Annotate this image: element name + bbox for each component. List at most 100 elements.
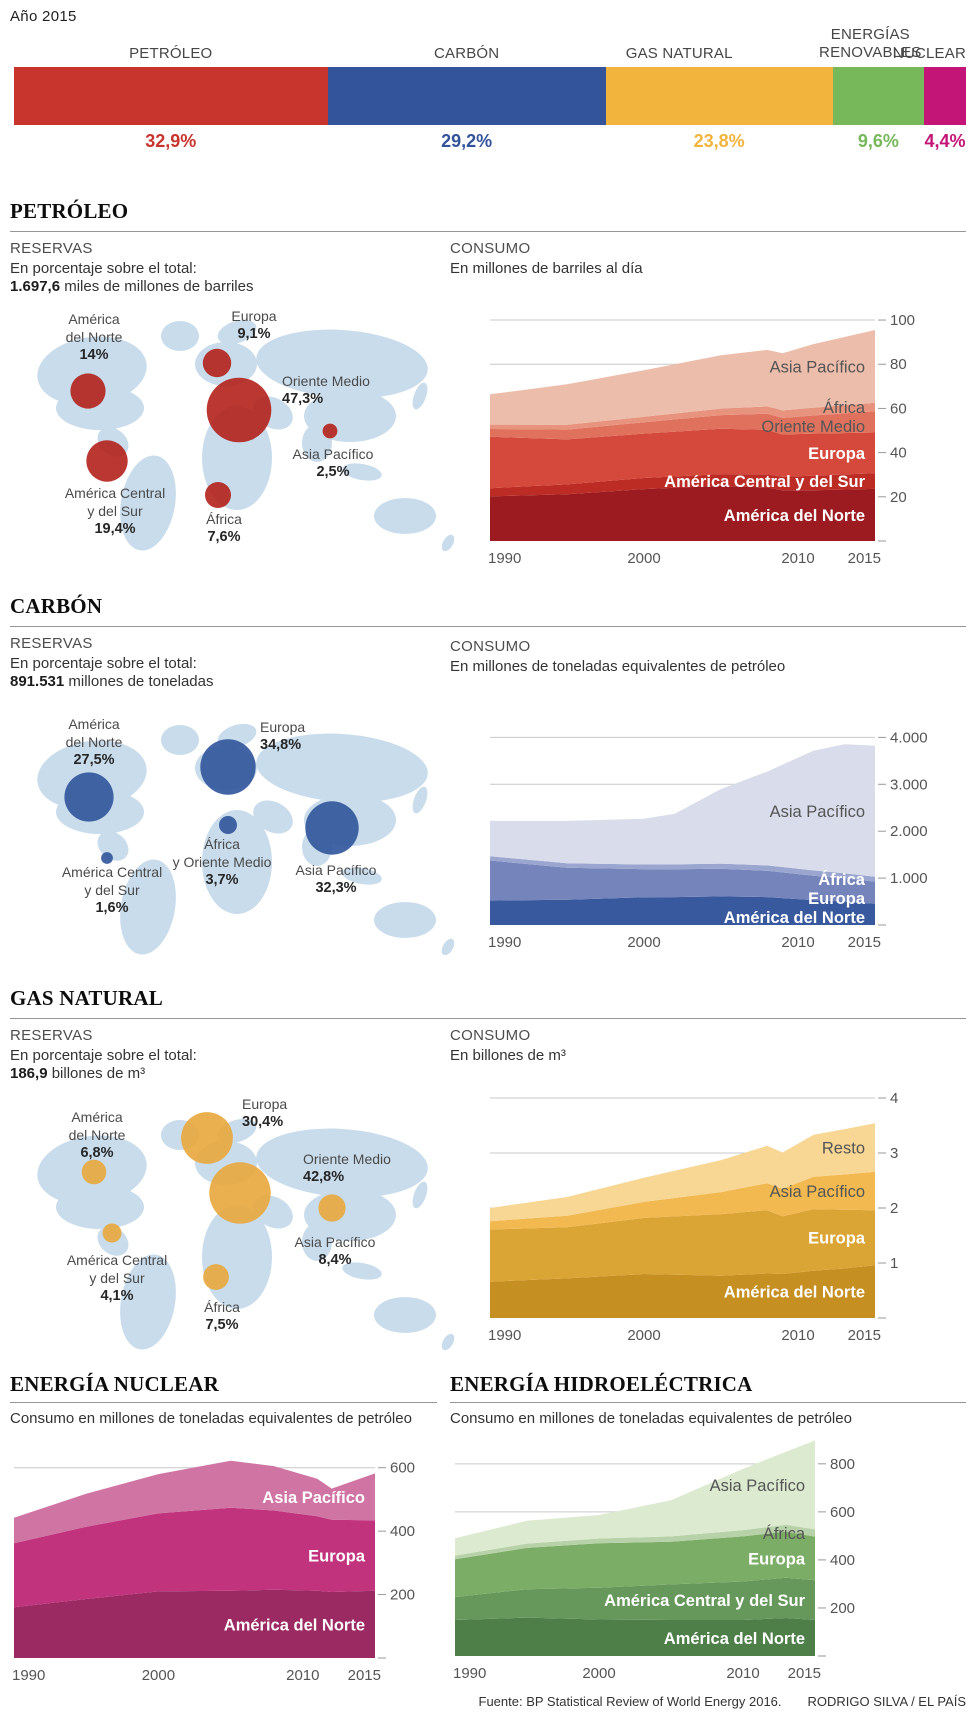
mix-category-label: GAS NATURAL bbox=[625, 45, 733, 62]
mix-value-labels: 32,9% 29,2% 23,8% 9,6% 4,4% bbox=[14, 131, 966, 155]
region-label: Europa 34,8% bbox=[260, 718, 305, 755]
region-name: África bbox=[204, 1299, 240, 1315]
region-name: América bbox=[68, 716, 120, 732]
region-pct: 7,5% bbox=[205, 1317, 239, 1334]
consumo-sub: En millones de toneladas equivalentes de… bbox=[450, 658, 786, 675]
region-name: Asia Pacífico bbox=[292, 446, 374, 462]
hidro-consumption-chart: 200 400 600 800 1990 2000 2010 2015 Asia Pacífic… bbox=[453, 1440, 855, 1682]
petroleo-consumption-chart: 20 40 60 80 100 1990 2000 2010 2015 Asia Pacífico… bbox=[488, 312, 915, 567]
continent-shape bbox=[161, 725, 199, 755]
region-label: Asia Pacífico 32,3% bbox=[296, 861, 377, 898]
reservas-heading: RESERVAS bbox=[10, 1027, 93, 1044]
y-tick-label: 40 bbox=[890, 445, 907, 462]
section-title-hidro: ENERGÍA HIDROELÉCTRICA bbox=[450, 1372, 753, 1396]
x-tick-label: 2015 bbox=[848, 550, 881, 567]
region-bubble bbox=[322, 423, 338, 439]
section-title-nuclear: ENERGÍA NUCLEAR bbox=[10, 1372, 219, 1396]
x-tick-label: 1990 bbox=[453, 1665, 486, 1682]
series-label: Europa bbox=[808, 890, 866, 908]
x-tick-label: 2015 bbox=[848, 934, 881, 951]
series-label: Asia Pacífico bbox=[262, 1489, 365, 1507]
section-title-carbon: CARBÓN bbox=[10, 594, 103, 618]
continent-shape bbox=[412, 786, 428, 814]
region-pct: 34,8% bbox=[260, 737, 302, 754]
area-band bbox=[490, 485, 875, 541]
region-label: América del Norte 6,8% bbox=[69, 1108, 126, 1163]
region-pct: 42,8% bbox=[303, 1169, 345, 1186]
area-band bbox=[490, 1209, 875, 1282]
continent-shape bbox=[412, 382, 428, 410]
section-rule bbox=[10, 626, 966, 627]
series-label: América del Norte bbox=[724, 1284, 865, 1302]
x-tick-label: 2010 bbox=[286, 1667, 319, 1684]
region-pct: 32,3% bbox=[315, 880, 357, 897]
y-tick-label: 80 bbox=[890, 356, 907, 373]
region-pct: 2,5% bbox=[316, 464, 350, 481]
region-name: del Norte bbox=[65, 734, 123, 751]
region-name: América Central bbox=[64, 485, 166, 501]
region-pct: 1,6% bbox=[95, 900, 129, 917]
continent-shape bbox=[374, 1297, 436, 1333]
region-pct: 27,5% bbox=[73, 752, 115, 769]
y-tick-label: 2.000 bbox=[890, 823, 928, 840]
continent-shape bbox=[253, 800, 293, 834]
region-label: Oriente Medio 42,8% bbox=[303, 1150, 391, 1187]
area-band bbox=[455, 1524, 815, 1560]
continent-shape bbox=[342, 867, 382, 885]
area-band bbox=[455, 1531, 815, 1598]
series-label: Resto bbox=[822, 1140, 865, 1158]
y-tick-label: 3.000 bbox=[890, 776, 928, 793]
continent-shape bbox=[120, 1254, 176, 1350]
y-tick-label: 800 bbox=[830, 1456, 855, 1473]
area-band bbox=[14, 1460, 375, 1544]
region-bubble bbox=[305, 801, 359, 855]
hidro-sub: Consumo en millones de toneladas equival… bbox=[450, 1410, 852, 1427]
x-tick-label: 1990 bbox=[488, 934, 521, 951]
area-band bbox=[14, 1507, 375, 1608]
consumo-heading: CONSUMO bbox=[450, 1027, 531, 1044]
region-pct: 47,3% bbox=[282, 391, 324, 408]
region-bubble bbox=[64, 772, 114, 822]
carbon-consumption-chart: 1.000 2.000 3.000 4.000 1990 2000 2010 2015 Asia… bbox=[488, 729, 928, 951]
gas-consumption-chart: 1 2 3 4 1990 2000 2010 2015 Resto Asia Pacífico Eu… bbox=[488, 1090, 898, 1344]
gas-reserves-map: América del Norte 6,8% Europa 30,4% Oriente M… bbox=[30, 1095, 460, 1351]
nuclear-sub: Consumo en millones de toneladas equival… bbox=[10, 1410, 412, 1427]
petroleo-reserves-map: América del Norte 14% Europa 9,1% Oriente Med… bbox=[30, 296, 460, 561]
y-tick-label: 20 bbox=[890, 489, 907, 506]
region-bubble bbox=[181, 1112, 233, 1164]
region-pct: 14% bbox=[79, 347, 109, 364]
continent-shape bbox=[120, 455, 176, 551]
mix-category-label: PETRÓLEO bbox=[129, 45, 213, 62]
area-band bbox=[455, 1440, 815, 1556]
continent-shape bbox=[342, 463, 382, 481]
area-band bbox=[455, 1577, 815, 1620]
x-tick-label: 2015 bbox=[788, 1665, 821, 1682]
continent-shape bbox=[302, 1223, 332, 1261]
series-label: África bbox=[763, 1524, 806, 1543]
world-map bbox=[37, 1112, 455, 1351]
region-name: y del Sur bbox=[84, 882, 140, 899]
region-bubble bbox=[202, 348, 232, 378]
region-bubble bbox=[101, 852, 113, 864]
continent-shape bbox=[256, 329, 428, 399]
region-bubble bbox=[209, 1162, 271, 1224]
series-label: Asia Pacífico bbox=[770, 358, 865, 376]
x-tick-label: 2015 bbox=[848, 1327, 881, 1344]
x-tick-label: 2000 bbox=[582, 1665, 615, 1682]
continent-shape bbox=[374, 902, 436, 938]
region-pct: 6,8% bbox=[80, 1145, 114, 1162]
consumo-sub: En billones de m³ bbox=[450, 1047, 566, 1064]
y-tick-label: 3 bbox=[890, 1145, 898, 1162]
region-pct: 8,4% bbox=[318, 1252, 352, 1269]
series-label: Europa bbox=[808, 1230, 866, 1248]
region-name: África bbox=[204, 836, 240, 852]
reservas-total: 1.697,6 miles de millones de barriles bbox=[10, 278, 253, 297]
reservas-sub: En porcentaje sobre el total: bbox=[10, 655, 197, 672]
region-pct: 4,1% bbox=[100, 1288, 134, 1305]
section-title-gas: GAS NATURAL bbox=[10, 986, 163, 1010]
region-pct: 19,4% bbox=[94, 521, 136, 538]
consumo-sub: En millones de barriles al día bbox=[450, 260, 643, 277]
region-bubble bbox=[86, 440, 128, 482]
x-tick-label: 2010 bbox=[726, 1665, 759, 1682]
mix-value-label: 9,6% bbox=[857, 131, 899, 151]
